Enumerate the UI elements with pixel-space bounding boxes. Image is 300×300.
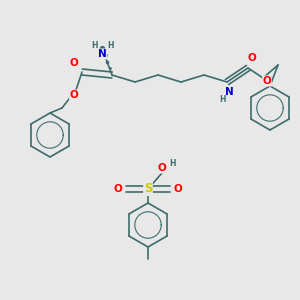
- Text: O: O: [262, 76, 272, 86]
- Text: O: O: [114, 184, 122, 194]
- Text: N: N: [225, 87, 233, 97]
- Text: H: H: [107, 40, 113, 50]
- Text: H: H: [219, 95, 225, 104]
- Text: O: O: [70, 90, 78, 100]
- Text: O: O: [248, 53, 256, 63]
- Text: H: H: [169, 160, 175, 169]
- Text: O: O: [70, 58, 78, 68]
- Text: N: N: [98, 49, 106, 59]
- Text: O: O: [158, 163, 166, 173]
- Text: O: O: [174, 184, 182, 194]
- Text: S: S: [144, 182, 152, 196]
- Text: H: H: [91, 40, 97, 50]
